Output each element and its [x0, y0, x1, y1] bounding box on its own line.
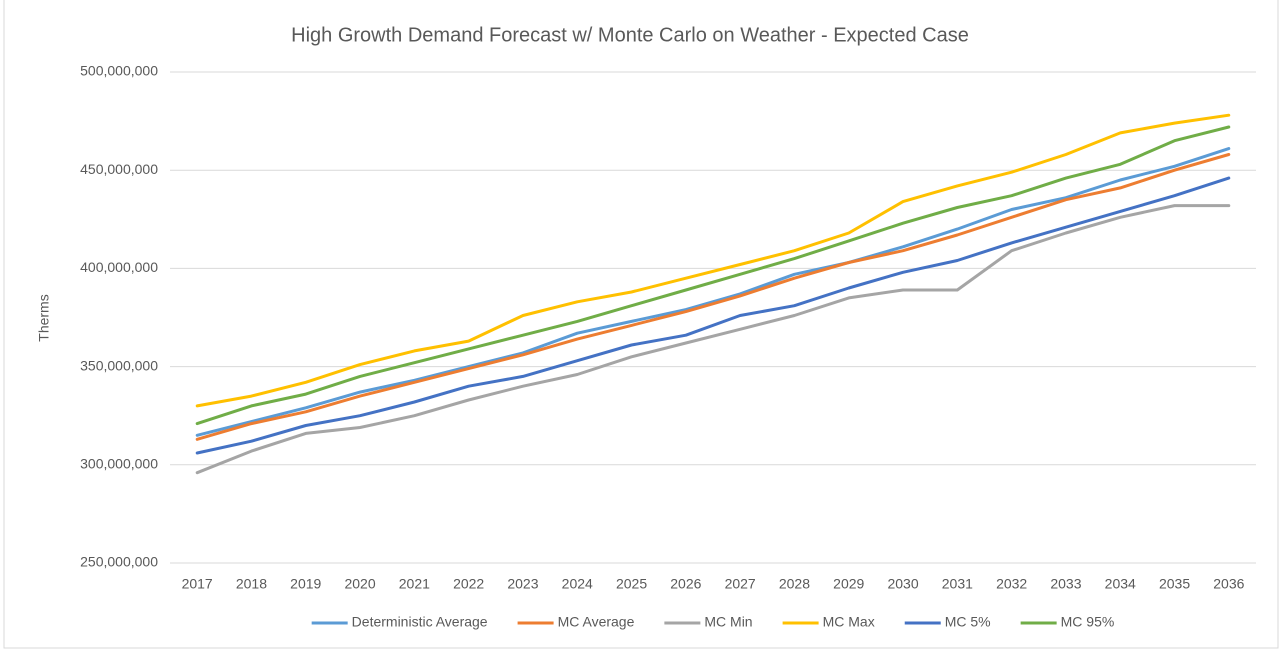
legend-label: MC Max — [823, 614, 875, 630]
chart-title: High Growth Demand Forecast w/ Monte Car… — [291, 24, 969, 46]
legend-label: MC 95% — [1061, 614, 1115, 630]
series-line — [195, 176, 1231, 455]
x-tick-label: 2023 — [507, 576, 538, 592]
series-line — [195, 113, 1231, 408]
legend-label: MC Min — [704, 614, 752, 630]
x-tick-label: 2029 — [833, 576, 864, 592]
y-tick-label: 350,000,000 — [80, 357, 158, 373]
legend-label: Deterministic Average — [352, 614, 488, 630]
x-tick-label: 2020 — [344, 576, 375, 592]
x-tick-label: 2024 — [562, 576, 593, 592]
y-tick-label: 250,000,000 — [80, 554, 158, 570]
series-line — [195, 153, 1231, 441]
x-tick-label: 2031 — [942, 576, 973, 592]
x-tick-label: 2025 — [616, 576, 647, 592]
x-tick-label: 2032 — [996, 576, 1027, 592]
x-tick-label: 2034 — [1105, 576, 1136, 592]
y-tick-label: 450,000,000 — [80, 161, 158, 177]
x-tick-label: 2019 — [290, 576, 321, 592]
x-tick-label: 2026 — [670, 576, 701, 592]
x-tick-label: 2035 — [1159, 576, 1190, 592]
legend-label: MC Average — [558, 614, 635, 630]
x-tick-label: 2030 — [887, 576, 918, 592]
x-tick-label: 2018 — [236, 576, 267, 592]
x-tick-label: 2028 — [779, 576, 810, 592]
series-line — [195, 125, 1231, 426]
y-axis-label: Therms — [36, 294, 52, 341]
x-tick-label: 2033 — [1050, 576, 1081, 592]
series-line — [195, 147, 1231, 437]
x-tick-label: 2017 — [182, 576, 213, 592]
x-tick-label: 2022 — [453, 576, 484, 592]
x-tick-label: 2036 — [1213, 576, 1244, 592]
y-tick-label: 400,000,000 — [80, 259, 158, 275]
y-tick-label: 300,000,000 — [80, 456, 158, 472]
legend-label: MC 5% — [945, 614, 991, 630]
y-tick-label: 500,000,000 — [80, 63, 158, 79]
x-tick-label: 2027 — [725, 576, 756, 592]
x-tick-label: 2021 — [399, 576, 430, 592]
series-line — [195, 204, 1231, 475]
